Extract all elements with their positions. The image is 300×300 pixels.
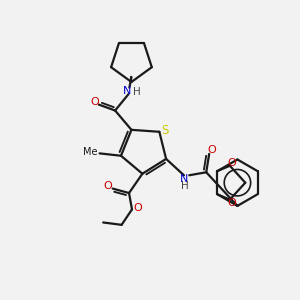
Text: Me: Me [83, 147, 98, 157]
Text: S: S [161, 124, 168, 137]
Text: H: H [181, 181, 189, 191]
Text: O: O [90, 97, 99, 106]
Text: O: O [104, 181, 112, 190]
Text: O: O [133, 203, 142, 213]
Text: H: H [133, 87, 141, 97]
Text: O: O [228, 198, 237, 208]
Text: O: O [208, 145, 217, 155]
Text: O: O [228, 158, 237, 168]
Text: N: N [123, 86, 131, 96]
Text: N: N [180, 174, 189, 184]
